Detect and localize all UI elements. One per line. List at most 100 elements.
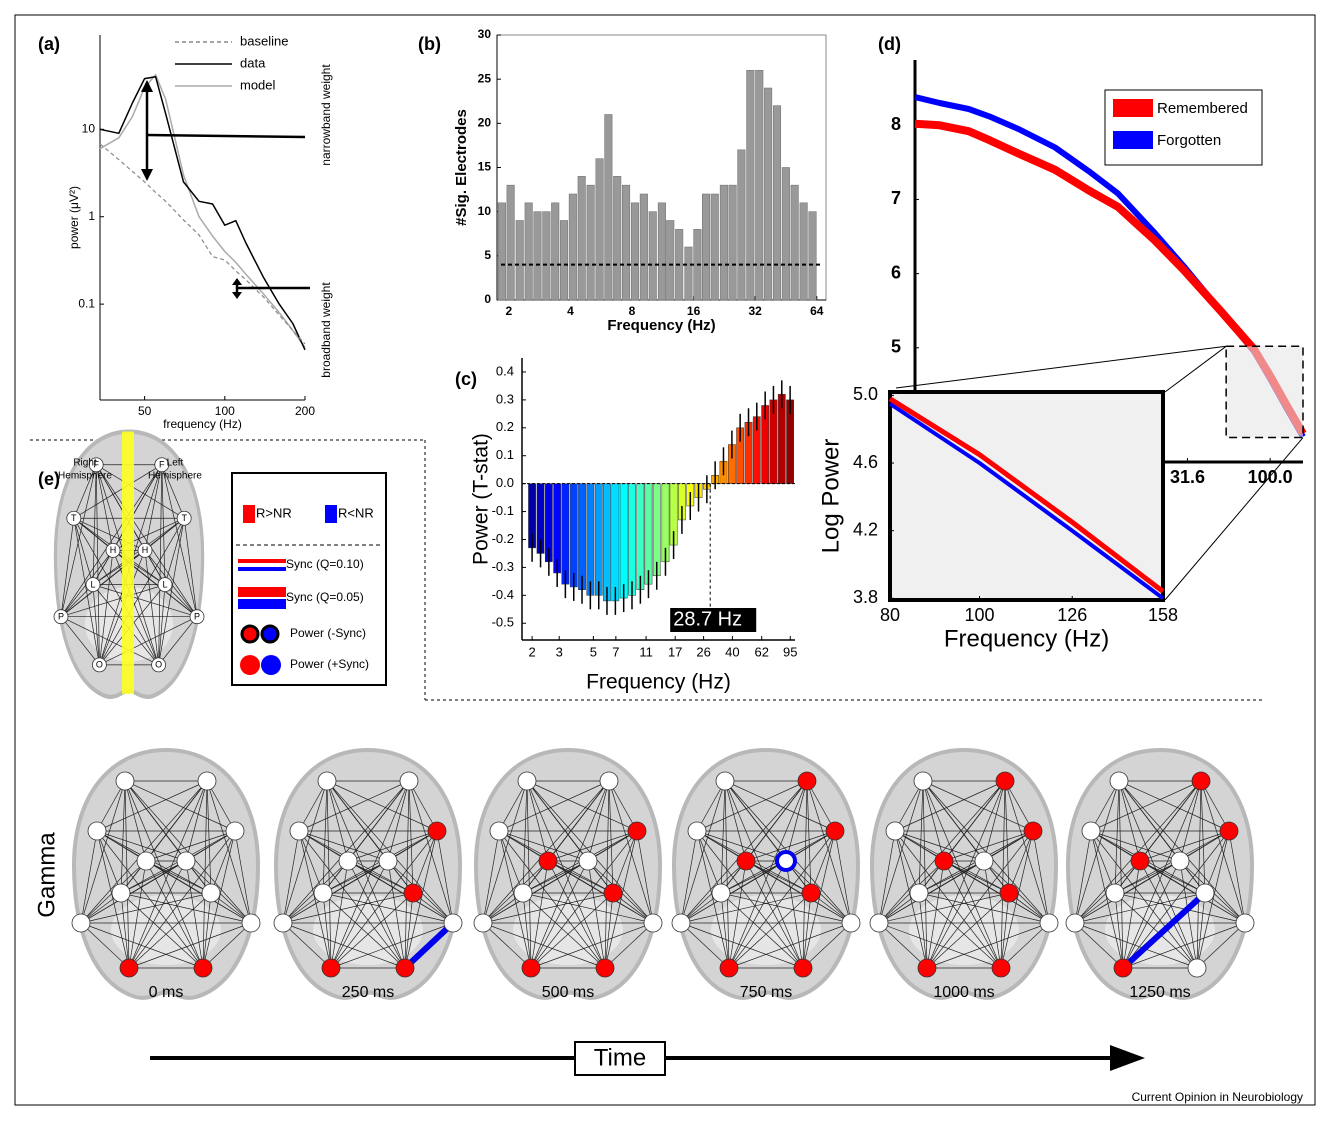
network-edge [724, 780, 747, 862]
network-edge [530, 780, 610, 969]
bar [603, 483, 611, 602]
network-node [338, 851, 358, 871]
network-edge [1008, 830, 1034, 894]
network-edge [95, 464, 100, 665]
node-label: P [58, 612, 64, 622]
network-edge [530, 892, 614, 969]
brain-region [513, 895, 623, 965]
x-tick-label: 100 [964, 605, 994, 625]
panel-label: (a) [38, 34, 60, 54]
network-edge [696, 780, 808, 832]
network-node [225, 821, 245, 841]
legend-text: Sync (Q=0.05) [286, 590, 364, 604]
network-edge [918, 892, 1002, 969]
network-edge [498, 830, 524, 894]
x-tick-label: 126 [1057, 605, 1087, 625]
network-edge [482, 922, 606, 969]
legend-label: data [240, 55, 266, 70]
network-edge [1139, 830, 1230, 862]
network-edge [728, 860, 787, 969]
network-edge [1074, 830, 1092, 924]
network-edge [322, 892, 406, 969]
network-edge [530, 860, 549, 969]
network-edge [1200, 780, 1230, 832]
frame-label: 1000 ms [933, 984, 994, 1001]
bar [506, 184, 515, 301]
arrowhead [141, 169, 153, 181]
legend-text: R>NR [256, 505, 292, 520]
network-edge [158, 518, 185, 665]
time-label: Time [594, 1044, 646, 1071]
brain-region [313, 895, 423, 965]
network-edge [608, 780, 614, 894]
network-edge [282, 892, 414, 924]
bar [755, 70, 764, 301]
network-edge [1114, 892, 1198, 969]
bar [799, 202, 808, 301]
legend-swatch [260, 624, 280, 644]
network-edge [498, 780, 528, 832]
network-edge [802, 922, 852, 969]
network-edge [99, 550, 114, 665]
bar [808, 211, 817, 301]
brain-network [1065, 747, 1255, 1000]
chart: 3.8 4.2 4.6 5.0 80 100 126 158 Log Power Frequenc… [817, 384, 1178, 652]
bar [648, 211, 657, 301]
network-node [1105, 883, 1125, 903]
network-edge [164, 518, 185, 585]
network-node [176, 851, 196, 871]
network-node [538, 851, 558, 871]
y-tick-label: -0.3 [492, 559, 514, 574]
series-line [888, 402, 1165, 600]
network-edge [522, 892, 654, 924]
network-edge [1118, 780, 1141, 862]
network-edge [326, 780, 349, 862]
network-node [321, 958, 341, 978]
bar [594, 483, 603, 596]
node-label: F [93, 460, 99, 470]
network-edge [943, 860, 1010, 894]
network-edge [298, 780, 410, 832]
network-edge [60, 464, 163, 617]
network-edge [696, 830, 722, 894]
network-edge [1114, 892, 1124, 969]
network-node [801, 883, 821, 903]
frame-label: 500 ms [542, 984, 594, 1001]
network-edge [99, 616, 198, 666]
network-edge [894, 830, 928, 969]
network-edge [1090, 830, 1124, 969]
network-edge [878, 860, 985, 924]
network-node [66, 510, 82, 526]
x-tick-label: 31.6 [1170, 467, 1205, 487]
network-edge [720, 892, 852, 924]
network-edge [810, 830, 836, 894]
network-edge [1200, 780, 1206, 894]
network-node [1187, 958, 1207, 978]
network-node [136, 851, 156, 871]
network-edge [878, 830, 896, 924]
network-edge [347, 860, 454, 924]
network-node [201, 883, 221, 903]
network-node [289, 821, 309, 841]
legend-swatch [240, 624, 260, 644]
x-tick-label: 11 [639, 644, 653, 659]
network-node [719, 958, 739, 978]
network-edge [806, 780, 812, 894]
legend-swatch [243, 505, 255, 523]
network-edge [206, 780, 212, 894]
network-edge [547, 860, 654, 924]
bar [497, 202, 506, 301]
network-edge [604, 892, 614, 969]
node-label: T [181, 513, 187, 523]
network-edge [145, 830, 236, 862]
network-node [521, 958, 541, 978]
network-edge [1228, 830, 1246, 924]
network-edge [894, 780, 1006, 832]
y-tick-label: 0.1 [496, 447, 514, 462]
annotation: broadband weight [319, 282, 333, 378]
network-edge [330, 860, 349, 969]
legend-swatch [261, 655, 281, 675]
network-edge [918, 892, 928, 969]
